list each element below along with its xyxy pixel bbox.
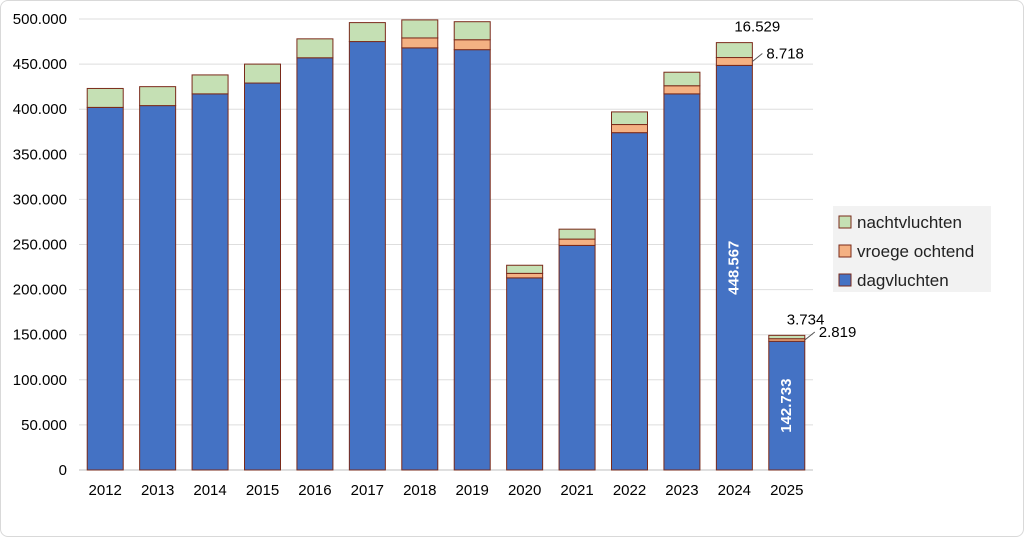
- y-tick-label: 500.000: [13, 11, 67, 28]
- x-tick-label: 2020: [508, 482, 541, 499]
- bar-dagvluchten-2023: [663, 93, 701, 471]
- x-tick-label: 2019: [456, 482, 489, 499]
- bar-dagvluchten-2022: [611, 132, 648, 471]
- bar-vroege-ochtend-2018: [401, 37, 439, 49]
- bar-dagvluchten-2014: [191, 93, 229, 471]
- y-tick-label: 350.000: [13, 146, 67, 163]
- data-label-inside: 448.567: [725, 241, 742, 295]
- bar-vroege-ochtend-2021: [558, 238, 596, 246]
- x-tick-label: 2012: [89, 482, 122, 499]
- data-label: 8.718: [766, 45, 804, 62]
- y-tick-label: 200.000: [13, 282, 67, 299]
- legend-label-dagvluchten: dagvluchten: [857, 271, 949, 290]
- bar-dagvluchten-2013: [139, 105, 177, 471]
- bar-nachtvluchten-2018: [401, 19, 439, 39]
- y-tick-label: 150.000: [13, 327, 67, 344]
- bar-nachtvluchten-2013: [139, 86, 177, 107]
- x-tick-label: 2016: [298, 482, 331, 499]
- bar-nachtvluchten-2012: [86, 87, 124, 108]
- legend-label-nachtvluchten: nachtvluchten: [857, 213, 962, 232]
- bar-vroege-ochtend-2019: [453, 39, 491, 51]
- bar-nachtvluchten-2023: [663, 71, 701, 87]
- data-label: 3.734: [787, 311, 825, 328]
- bar-nachtvluchten-2014: [191, 74, 229, 95]
- bar-dagvluchten-2015: [244, 82, 281, 471]
- y-tick-label: 250.000: [13, 237, 67, 254]
- bar-nachtvluchten-2017: [348, 22, 386, 43]
- x-tick-label: 2013: [141, 482, 174, 499]
- bar-vroege-ochtend-2024: [715, 57, 753, 66]
- legend-label-vroege-ochtend: vroege ochtend: [857, 242, 974, 261]
- bar-nachtvluchten-2020: [506, 264, 544, 274]
- data-label: 2.819: [819, 324, 857, 341]
- bar-nachtvluchten-2019: [453, 21, 491, 41]
- data-label-inside: 142.733: [778, 379, 795, 433]
- bar-nachtvluchten-2016: [296, 38, 334, 59]
- legend-swatch-dagvluchten: [838, 273, 852, 287]
- bar-dagvluchten-2017: [348, 41, 386, 471]
- x-tick-label: 2025: [770, 482, 803, 499]
- y-tick-label: 50.000: [21, 417, 67, 434]
- x-tick-label: 2015: [246, 482, 279, 499]
- x-tick-label: 2023: [665, 482, 698, 499]
- bar-dagvluchten-2016: [296, 57, 334, 471]
- legend-box: [833, 206, 991, 292]
- bar-vroege-ochtend-2020: [506, 272, 544, 279]
- x-tick-label: 2022: [613, 482, 646, 499]
- bar-nachtvluchten-2022: [611, 111, 648, 126]
- bar-dagvluchten-2025: [768, 340, 806, 471]
- bar-nachtvluchten-2024: [715, 42, 753, 59]
- y-tick-label: 0: [59, 462, 67, 479]
- leader-line: [752, 53, 763, 62]
- y-tick-label: 300.000: [13, 191, 67, 208]
- bar-dagvluchten-2012: [86, 106, 124, 471]
- y-tick-label: 100.000: [13, 372, 67, 389]
- bar-nachtvluchten-2015: [244, 63, 281, 84]
- y-tick-label: 450.000: [13, 56, 67, 73]
- x-tick-label: 2014: [193, 482, 226, 499]
- data-label: 16.529: [734, 19, 780, 36]
- x-tick-label: 2021: [560, 482, 593, 499]
- x-tick-label: 2018: [403, 482, 436, 499]
- legend-swatch-nachtvluchten: [838, 215, 852, 229]
- bar-dagvluchten-2019: [453, 49, 491, 471]
- bar-vroege-ochtend-2022: [611, 124, 648, 134]
- bar-nachtvluchten-2021: [558, 228, 596, 240]
- legend-swatch-vroege-ochtend: [838, 244, 852, 258]
- leader-line: [804, 331, 816, 341]
- bar-dagvluchten-2018: [401, 47, 439, 471]
- bar-dagvluchten-2021: [558, 244, 596, 471]
- bar-nachtvluchten-2025: [768, 334, 806, 340]
- bar-vroege-ochtend-2023: [663, 85, 701, 95]
- bar-dagvluchten-2020: [506, 277, 544, 471]
- y-tick-label: 400.000: [13, 101, 67, 118]
- bar-dagvluchten-2024: [715, 64, 753, 471]
- x-tick-label: 2024: [718, 482, 751, 499]
- x-tick-label: 2017: [351, 482, 384, 499]
